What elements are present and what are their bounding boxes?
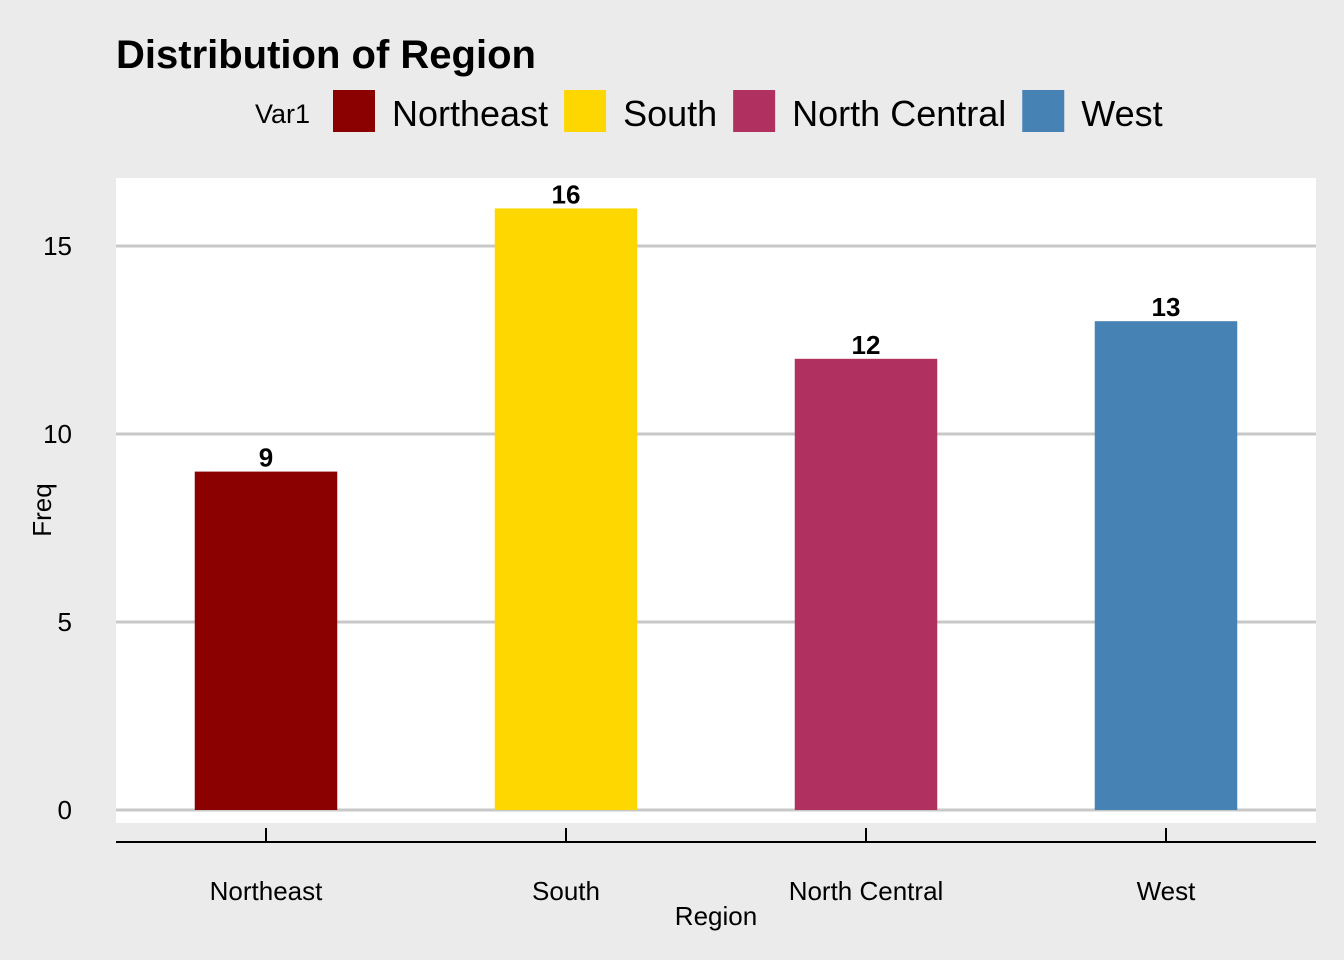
y-tick-label-5: 5 bbox=[58, 607, 72, 637]
legend-title: Var1 bbox=[255, 99, 310, 129]
legend-label-northeast: Northeast bbox=[392, 93, 548, 134]
legend-label-west: West bbox=[1081, 93, 1162, 134]
legend-swatch-west bbox=[1022, 90, 1065, 132]
y-axis-label: Freq bbox=[27, 483, 57, 536]
legend-swatch-north-central bbox=[733, 90, 776, 132]
y-tick-label-10: 10 bbox=[43, 419, 72, 449]
legend-label-north-central: North Central bbox=[792, 93, 1006, 134]
bar-northeast bbox=[194, 471, 338, 810]
y-axis: 0 5 10 15 bbox=[43, 231, 72, 825]
data-label-northeast: 9 bbox=[259, 443, 273, 473]
data-label-south: 16 bbox=[552, 179, 581, 209]
x-tick-label-south: South bbox=[532, 876, 600, 906]
data-labels: 9 16 12 13 bbox=[259, 179, 1181, 472]
data-label-north-central: 12 bbox=[852, 330, 881, 360]
legend-swatch-northeast bbox=[333, 90, 375, 132]
x-tick-label-northeast: Northeast bbox=[210, 876, 323, 906]
legend-swatch-south bbox=[564, 90, 607, 132]
y-tick-label-15: 15 bbox=[43, 231, 72, 261]
x-axis: Northeast South North Central West bbox=[116, 828, 1316, 906]
bar-south bbox=[494, 208, 638, 810]
legend: Var1 Northeast South North Central West bbox=[255, 90, 1163, 134]
x-tick-label-north-central: North Central bbox=[789, 876, 944, 906]
legend-label-south: South bbox=[623, 93, 717, 134]
data-label-west: 13 bbox=[1152, 292, 1181, 322]
bar-west bbox=[1094, 321, 1238, 810]
bars bbox=[194, 208, 1238, 810]
bar-north-central bbox=[794, 358, 938, 810]
x-tick-label-west: West bbox=[1137, 876, 1197, 906]
y-tick-label-0: 0 bbox=[58, 795, 72, 825]
x-axis-label: Region bbox=[675, 901, 757, 931]
chart-title: Distribution of Region bbox=[116, 33, 536, 77]
